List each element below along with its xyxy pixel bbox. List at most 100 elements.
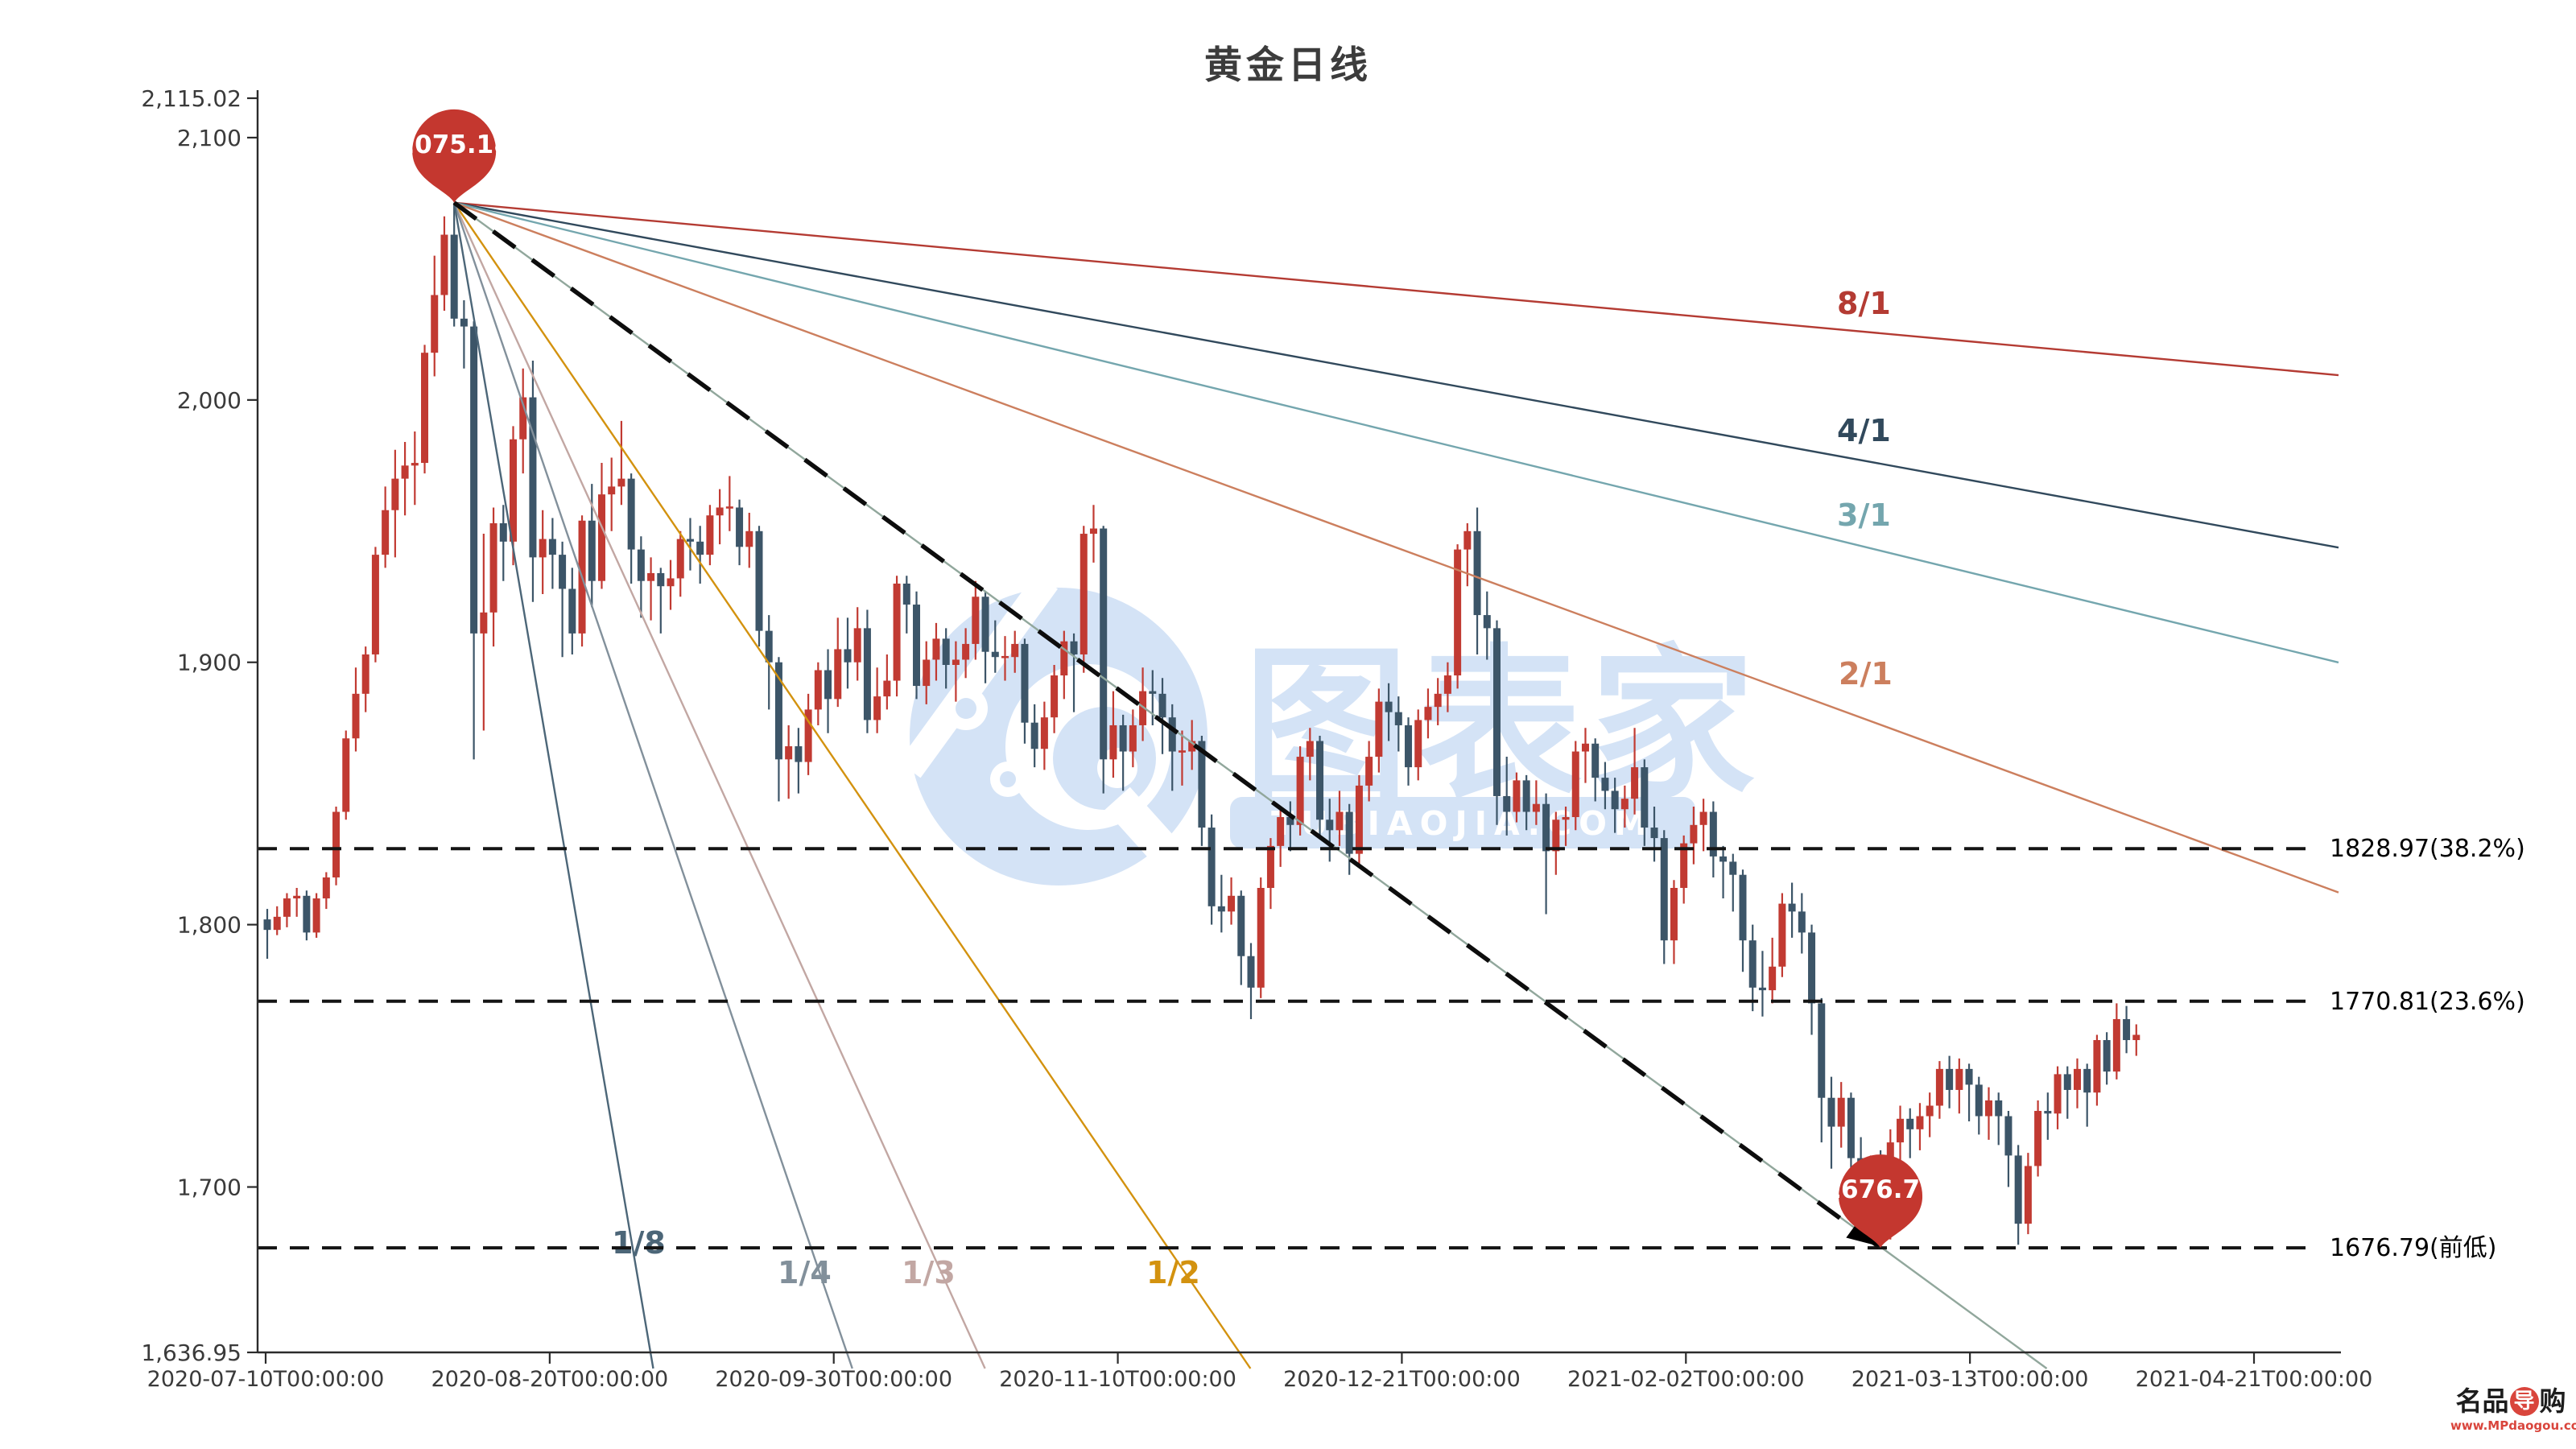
- candle: [1208, 828, 1216, 906]
- candle: [2103, 1040, 2111, 1072]
- x-axis-label: 2020-07-10T00:00:00: [147, 1367, 385, 1392]
- candle: [972, 597, 980, 644]
- y-axis-label: 2,115.02: [141, 85, 242, 112]
- candle: [1158, 693, 1166, 718]
- axis-layer: 2,115.02 2,100 2,000 1,900 1,800 1,700 1,636.9…: [141, 85, 2372, 1392]
- candle: [853, 628, 861, 663]
- fib-level-label: 1828.97(38.2%): [2330, 835, 2525, 863]
- candle: [1051, 675, 1059, 718]
- candle: [2093, 1040, 2101, 1093]
- candle: [1778, 903, 1786, 967]
- candle: [1926, 1105, 1934, 1117]
- candle: [1690, 824, 1698, 844]
- candle: [1394, 712, 1402, 725]
- peak-marker-label: 2075.18: [398, 130, 511, 159]
- x-axis-label: 2021-04-21T00:00:00: [2136, 1367, 2373, 1392]
- candle: [696, 541, 704, 555]
- candle: [1089, 528, 1097, 535]
- candle: [1650, 828, 1658, 839]
- candle: [382, 510, 390, 555]
- candle: [1522, 780, 1530, 812]
- candle: [391, 478, 399, 510]
- candle: [460, 318, 468, 327]
- candle: [480, 612, 488, 634]
- candle: [1483, 615, 1491, 629]
- candle: [1030, 722, 1038, 749]
- brand-name-prefix: 名品: [2455, 1385, 2509, 1417]
- candle: [421, 353, 429, 464]
- candle: [824, 670, 832, 700]
- candles-layer: [263, 202, 2140, 1249]
- y-axis-label: 1,800: [177, 912, 242, 939]
- trough-marker-label: 1676.79: [1823, 1175, 1937, 1204]
- candle: [1729, 861, 1737, 875]
- trend-arrowhead: [1846, 1218, 1878, 1246]
- candle: [1965, 1068, 1973, 1085]
- candle: [913, 605, 921, 687]
- candle: [1335, 811, 1344, 831]
- candle: [1454, 549, 1462, 676]
- candle: [1355, 785, 1363, 854]
- x-axis-label: 2021-03-13T00:00:00: [1852, 1367, 2089, 1392]
- brand-url: www.MPdaogou.com: [2450, 1418, 2576, 1433]
- candle: [1935, 1068, 1943, 1106]
- candle: [1011, 643, 1019, 658]
- candle: [470, 326, 478, 634]
- candle: [431, 295, 439, 353]
- candle: [2014, 1155, 2022, 1224]
- candle: [1217, 906, 1225, 912]
- candle: [1897, 1118, 1905, 1143]
- trend-dashed-line: [452, 200, 1882, 1250]
- candle: [1601, 778, 1609, 791]
- candle: [991, 651, 999, 658]
- candle: [814, 670, 822, 710]
- candle: [1946, 1068, 1954, 1090]
- candle: [932, 638, 940, 660]
- candle: [1562, 817, 1570, 820]
- chart-title: 黄金日线: [1204, 43, 1372, 88]
- candle: [332, 811, 341, 877]
- candle: [1434, 693, 1442, 708]
- candle: [1906, 1118, 1914, 1129]
- candle: [1178, 750, 1186, 753]
- candle: [1277, 817, 1285, 846]
- candle: [489, 523, 497, 613]
- candle: [2073, 1068, 2081, 1090]
- candle: [1769, 966, 1777, 991]
- gann-line-1-3: [453, 202, 986, 1369]
- candle: [755, 530, 763, 631]
- candle: [1296, 757, 1304, 825]
- candle: [273, 916, 281, 931]
- candle: [608, 486, 616, 495]
- candle: [716, 507, 724, 516]
- x-axis-label: 2020-12-21T00:00:00: [1283, 1367, 1521, 1392]
- candle: [2132, 1034, 2140, 1041]
- candle: [1326, 819, 1334, 831]
- y-axis-label: 1,700: [177, 1174, 242, 1201]
- candle: [1985, 1100, 1992, 1117]
- candle: [1709, 811, 1717, 857]
- candle: [686, 539, 694, 542]
- candle: [1473, 530, 1481, 616]
- gann-line-4-1: [453, 201, 2339, 549]
- gann-line-2-1: [453, 201, 2339, 894]
- candle: [1021, 643, 1029, 723]
- candle: [1149, 691, 1157, 694]
- candle: [1109, 724, 1117, 760]
- candle: [2112, 1018, 2120, 1072]
- candle: [725, 506, 733, 509]
- candle: [1080, 534, 1088, 654]
- candle: [863, 628, 871, 720]
- candle: [923, 659, 931, 687]
- candle: [1748, 940, 1757, 988]
- candle: [1631, 767, 1639, 799]
- candle: [539, 539, 547, 558]
- candle: [1660, 838, 1668, 941]
- gann-line-1-8: [452, 202, 654, 1369]
- candle: [676, 539, 684, 579]
- candle: [588, 520, 596, 581]
- candle: [1100, 528, 1108, 760]
